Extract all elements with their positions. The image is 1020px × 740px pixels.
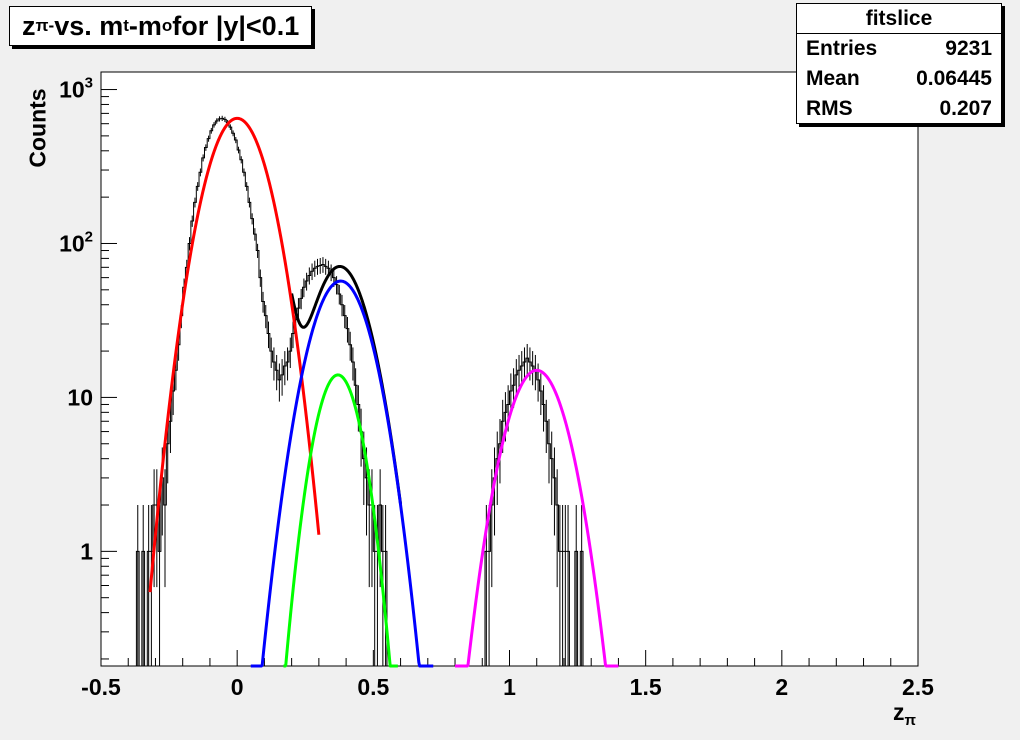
stats-box: fitslice Entries 9231 Mean 0.06445 RMS 0… [796,3,1002,124]
fit-curve [454,368,620,668]
x-tick-label: 1.5 [630,674,662,700]
y-axis: 1 10 102 103 [59,75,117,660]
title-dash: -m [128,10,162,41]
stats-value: 9231 [945,37,992,60]
stats-row-mean: Mean 0.06445 [797,64,1001,94]
title-prefix: z [22,10,36,41]
x-axis: -0.5 0 0.5 1 1.5 2 2.5 [81,650,934,700]
title-middle: vs. m [54,10,124,41]
chart-title: z π- vs. m t -m o for |y|<0.1 [9,6,313,46]
stats-row-entries: Entries 9231 [797,34,1001,64]
fit-curve [148,116,321,593]
stats-label: Mean [806,67,860,90]
stats-row-rms: RMS 0.207 [797,94,1001,124]
x-tick-label: 0 [231,674,244,700]
plot-area [100,71,919,667]
fit-curves [148,116,620,668]
stats-value: 0.207 [939,97,992,120]
y-tick-label: 1 [80,538,93,564]
title-dash-sub: o [161,16,173,35]
x-axis-title: zπ [893,699,916,729]
x-tick-label: 0.5 [357,674,389,700]
x-tick-label: 2.5 [902,674,934,700]
stats-label: Entries [806,37,878,60]
stats-label: RMS [806,97,853,120]
stats-title: fitslice [797,4,1001,34]
title-prefix-sub: π- [35,16,55,35]
title-middle-sub: t [123,16,129,35]
title-suffix: for |y|<0.1 [172,10,300,41]
x-axis-title-sub: π [904,712,916,729]
fit-curve [250,279,434,668]
y-tick-label: 103 [59,75,93,103]
x-tick-label: 1 [503,674,516,700]
stats-value: 0.06445 [916,67,992,90]
y-tick-label: 10 [67,384,93,410]
fit-curve [282,373,399,668]
x-tick-label: 2 [775,674,788,700]
x-axis-title-main: z [893,699,905,725]
y-axis-title: Counts [24,88,51,168]
y-tick-label: 102 [59,228,93,256]
x-tick-label: -0.5 [81,674,121,700]
